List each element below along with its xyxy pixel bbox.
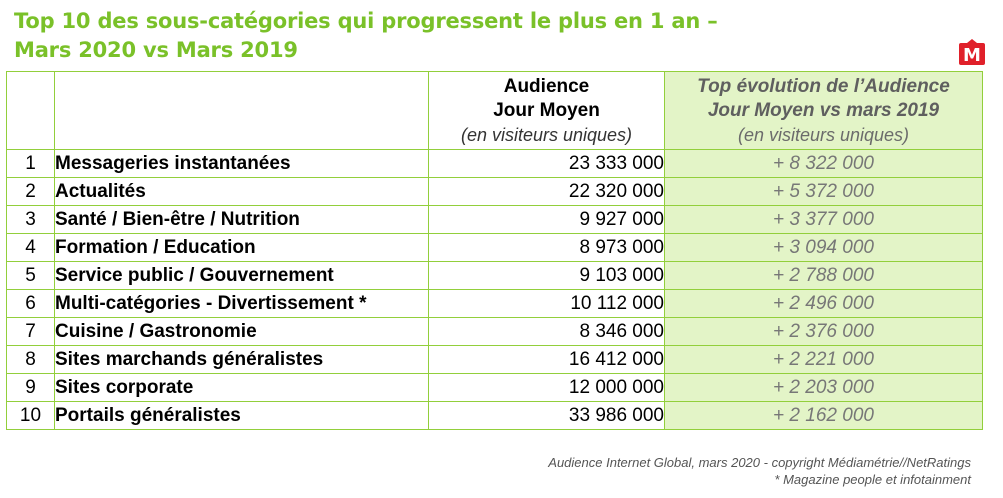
rank-cell: 2 xyxy=(6,177,55,206)
category-name-cell: Messageries instantanées xyxy=(54,149,429,178)
table-row: 9 Sites corporate 12 000 000 + 2 203 000 xyxy=(6,373,983,402)
header-name-cell xyxy=(54,71,429,150)
category-name-cell: Sites corporate xyxy=(54,373,429,402)
header-audience-note: (en visiteurs uniques) xyxy=(460,124,633,145)
rank-cell: 5 xyxy=(6,261,55,290)
table-row: 8 Sites marchands généralistes 16 412 000 +… xyxy=(6,345,983,374)
audience-cell: 10 112 000 xyxy=(428,289,665,318)
audience-cell: 8 973 000 xyxy=(428,233,665,262)
rank-cell: 9 xyxy=(6,373,55,402)
header-rank-cell xyxy=(6,71,55,150)
table-row: 3 Santé / Bien-être / Nutrition 9 927 000 +… xyxy=(6,205,983,234)
rank-cell: 6 xyxy=(6,289,55,318)
category-name-cell: Formation / Education xyxy=(54,233,429,262)
rank-cell: 10 xyxy=(6,401,55,430)
rank-cell: 1 xyxy=(6,149,55,178)
audience-cell: 9 927 000 xyxy=(428,205,665,234)
footnote-line: * Magazine people et infotainment xyxy=(774,472,971,487)
rank-cell: 8 xyxy=(6,345,55,374)
audience-cell: 9 103 000 xyxy=(428,261,665,290)
rank-cell: 7 xyxy=(6,317,55,346)
header-evolution: Top évolution de l’Audience Jour Moyen v… xyxy=(664,71,983,150)
category-name-cell: Portails généralistes xyxy=(54,401,429,430)
category-name-cell: Service public / Gouvernement xyxy=(54,261,429,290)
category-name-cell: Actualités xyxy=(54,177,429,206)
evolution-cell: + 5 372 000 xyxy=(664,177,983,206)
evolution-cell: + 2 162 000 xyxy=(664,401,983,430)
audience-cell: 23 333 000 xyxy=(428,149,665,178)
evolution-cell: + 3 377 000 xyxy=(664,205,983,234)
audience-cell: 16 412 000 xyxy=(428,345,665,374)
category-name-cell: Cuisine / Gastronomie xyxy=(54,317,429,346)
header-audience-line-1: Audience xyxy=(503,75,590,97)
evolution-cell: + 8 322 000 xyxy=(664,149,983,178)
evolution-cell: + 2 221 000 xyxy=(664,345,983,374)
page-title: Top 10 des sous-catégories qui progresse… xyxy=(14,7,718,65)
evolution-cell: + 2 496 000 xyxy=(664,289,983,318)
table-row: 2 Actualités 22 320 000 + 5 372 000 xyxy=(6,177,983,206)
table-row: 5 Service public / Gouvernement 9 103 000 +… xyxy=(6,261,983,290)
audience-cell: 33 986 000 xyxy=(428,401,665,430)
table-header-row: Audience Jour Moyen (en visiteurs unique… xyxy=(6,71,983,150)
logo-letter: M xyxy=(963,45,981,65)
ranking-table: Audience Jour Moyen (en visiteurs unique… xyxy=(6,71,983,430)
audience-cell: 12 000 000 xyxy=(428,373,665,402)
header-evolution-line-2: Jour Moyen vs mars 2019 xyxy=(707,99,940,121)
audience-cell: 8 346 000 xyxy=(428,317,665,346)
rank-cell: 3 xyxy=(6,205,55,234)
table-row: 4 Formation / Education 8 973 000 + 3 094 0… xyxy=(6,233,983,262)
rank-cell: 4 xyxy=(6,233,55,262)
evolution-cell: + 2 788 000 xyxy=(664,261,983,290)
header-audience: Audience Jour Moyen (en visiteurs unique… xyxy=(428,71,665,150)
table-row: 1 Messageries instantanées 23 333 000 + 8 3… xyxy=(6,149,983,178)
evolution-cell: + 2 376 000 xyxy=(664,317,983,346)
header-audience-line-2: Jour Moyen xyxy=(493,99,600,121)
header-evolution-note: (en visiteurs uniques) xyxy=(737,124,910,145)
table-row: 7 Cuisine / Gastronomie 8 346 000 + 2 376 0… xyxy=(6,317,983,346)
title-line-2: Mars 2020 vs Mars 2019 xyxy=(14,38,298,62)
mediametrie-logo-icon: M xyxy=(959,39,985,65)
evolution-cell: + 2 203 000 xyxy=(664,373,983,402)
category-name-cell: Multi-catégories - Divertissement * xyxy=(54,289,429,318)
source-line-1: Audience Internet Global, mars 2020 - co… xyxy=(548,455,971,470)
header-evolution-line-1: Top évolution de l’Audience xyxy=(697,75,950,97)
audience-cell: 22 320 000 xyxy=(428,177,665,206)
category-name-cell: Santé / Bien-être / Nutrition xyxy=(54,205,429,234)
table-row: 10 Portails généralistes 33 986 000 + 2 162… xyxy=(6,401,983,430)
table-row: 6 Multi-catégories - Divertissement * 10 1… xyxy=(6,289,983,318)
category-name-cell: Sites marchands généralistes xyxy=(54,345,429,374)
title-line-1: Top 10 des sous-catégories qui progresse… xyxy=(14,9,718,33)
source-note: Audience Internet Global, mars 2020 - co… xyxy=(548,454,971,488)
evolution-cell: + 3 094 000 xyxy=(664,233,983,262)
